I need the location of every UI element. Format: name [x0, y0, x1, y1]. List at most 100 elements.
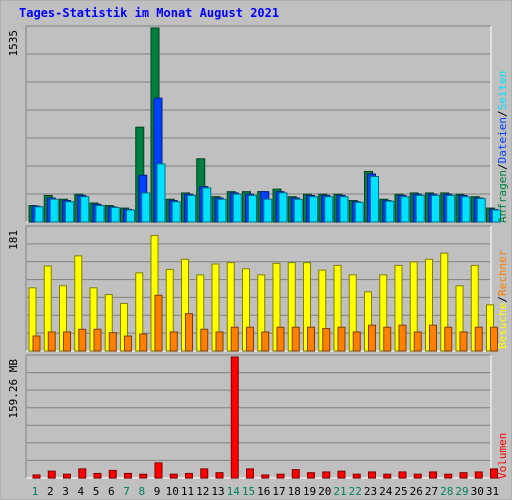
- bar-seiten-day-20: [324, 196, 334, 223]
- bar-rechner-day-13: [215, 331, 224, 352]
- bar-seiten-day-22: [354, 201, 364, 223]
- bar-rechner-day-19: [307, 326, 315, 352]
- bar-seiten-day-2: [49, 198, 59, 223]
- x-tick-label-day-24: 24: [379, 485, 393, 498]
- bar-volumen-day-2: [47, 470, 56, 479]
- legend-entry: Rechner: [496, 249, 509, 296]
- x-tick-label-day-3: 3: [62, 485, 69, 498]
- legend-entry: /: [496, 296, 509, 303]
- x-tick-label-day-25: 25: [394, 485, 407, 498]
- x-tick-label-day-15: 15: [242, 485, 255, 498]
- bar-seiten-day-9: [156, 163, 166, 223]
- x-tick-label-day-4: 4: [77, 485, 84, 498]
- bar-rechner-day-12: [200, 328, 209, 352]
- x-tick-label-day-31: 31: [486, 485, 499, 498]
- bar-volumen-day-9: [154, 462, 163, 479]
- bar-rechner-day-16: [261, 331, 270, 352]
- bar-seiten-day-17: [278, 192, 288, 223]
- bar-volumen-day-18: [291, 469, 300, 479]
- x-tick-label-day-13: 13: [211, 485, 224, 498]
- x-tick-label-day-1: 1: [32, 485, 39, 498]
- bar-seiten-day-14: [232, 193, 242, 223]
- bar-seiten-day-18: [293, 198, 303, 223]
- x-tick-label-day-14: 14: [227, 485, 241, 498]
- bar-volumen-day-30: [474, 471, 483, 479]
- bar-volumen-day-22: [352, 473, 361, 479]
- x-tick-label-day-16: 16: [257, 485, 270, 498]
- x-tick-label-day-11: 11: [181, 485, 194, 498]
- bar-seiten-day-16: [263, 198, 273, 223]
- bar-volumen-day-6: [108, 469, 117, 479]
- bar-rechner-day-2: [47, 331, 56, 352]
- legend-entry: Besuche: [496, 303, 509, 349]
- x-tick-label-day-18: 18: [288, 485, 301, 498]
- x-tick-label-day-29: 29: [455, 485, 468, 498]
- bar-volumen-day-16: [261, 474, 270, 479]
- bar-seiten-day-1: [34, 206, 44, 223]
- x-tick-label-day-10: 10: [166, 485, 179, 498]
- bar-seiten-day-13: [217, 198, 227, 223]
- bar-rechner-day-1: [32, 335, 41, 352]
- x-tick-label-day-23: 23: [364, 485, 377, 498]
- bar-volumen-day-19: [307, 472, 315, 479]
- bar-seiten-day-28: [446, 194, 456, 223]
- x-tick-label-day-9: 9: [154, 485, 161, 498]
- bar-rechner-day-28: [444, 326, 453, 352]
- x-tick-label-day-20: 20: [318, 485, 331, 498]
- bar-rechner-day-27: [429, 324, 437, 352]
- x-tick-label-day-12: 12: [196, 485, 209, 498]
- bar-seiten-day-5: [95, 205, 105, 223]
- bar-rechner-day-26: [413, 331, 422, 352]
- bar-volumen-day-14: [230, 356, 239, 479]
- bar-seiten-day-4: [80, 196, 90, 223]
- bar-seiten-day-26: [415, 194, 425, 223]
- bar-rechner-day-5: [93, 328, 102, 352]
- legend-hits: Anfragen/Dateien/Seiten: [496, 71, 509, 223]
- x-tick-label-day-5: 5: [93, 485, 100, 498]
- bar-rechner-day-11: [185, 313, 193, 352]
- x-tick-label-day-6: 6: [108, 485, 115, 498]
- bar-seiten-day-6: [110, 206, 120, 223]
- bar-rechner-day-7: [124, 335, 132, 352]
- bar-volumen-day-24: [383, 473, 392, 479]
- x-tick-label-day-2: 2: [47, 485, 54, 498]
- bar-volumen-day-15: [246, 468, 254, 479]
- legend-entry: /: [496, 110, 509, 117]
- x-tick-label-day-26: 26: [410, 485, 423, 498]
- bar-seiten-day-24: [385, 200, 395, 223]
- plot-area-hits: [26, 26, 491, 222]
- bar-seiten-day-21: [339, 196, 349, 223]
- bar-seiten-day-15: [248, 194, 257, 223]
- x-tick-label-day-17: 17: [272, 485, 285, 498]
- bar-volumen-day-5: [93, 472, 102, 479]
- bar-rechner-day-17: [276, 326, 285, 352]
- x-tick-label-day-19: 19: [303, 485, 316, 498]
- bar-rechner-day-15: [246, 326, 254, 352]
- legend-entry: Anfragen: [496, 170, 509, 223]
- bar-rechner-day-25: [398, 324, 407, 352]
- scale-label-visits: 181: [7, 230, 20, 250]
- bar-rechner-day-3: [63, 331, 71, 352]
- x-tick-label-day-27: 27: [425, 485, 438, 498]
- bar-volumen-day-29: [459, 472, 468, 479]
- legend-entry: Dateien: [496, 117, 509, 163]
- bar-volumen-day-8: [139, 473, 148, 479]
- x-tick-label-day-21: 21: [333, 485, 346, 498]
- bar-rechner-day-23: [368, 324, 376, 352]
- chart-title: Tages-Statistik im Monat August 2021: [19, 6, 280, 20]
- legend-entry: Seiten: [496, 71, 509, 111]
- bar-rechner-day-8: [139, 333, 148, 352]
- bar-rechner-day-20: [322, 328, 331, 352]
- bar-seiten-day-3: [65, 201, 74, 223]
- bar-volumen-day-3: [63, 473, 71, 479]
- bar-rechner-day-9: [154, 294, 163, 352]
- scale-label-volume: 159.26 MB: [7, 359, 20, 419]
- x-tick-label-day-8: 8: [138, 485, 145, 498]
- bar-seiten-day-8: [141, 192, 151, 223]
- bar-volumen-day-1: [32, 474, 41, 479]
- bar-seiten-day-12: [202, 187, 212, 223]
- bar-rechner-day-14: [230, 326, 239, 352]
- bar-rechner-day-10: [169, 331, 178, 352]
